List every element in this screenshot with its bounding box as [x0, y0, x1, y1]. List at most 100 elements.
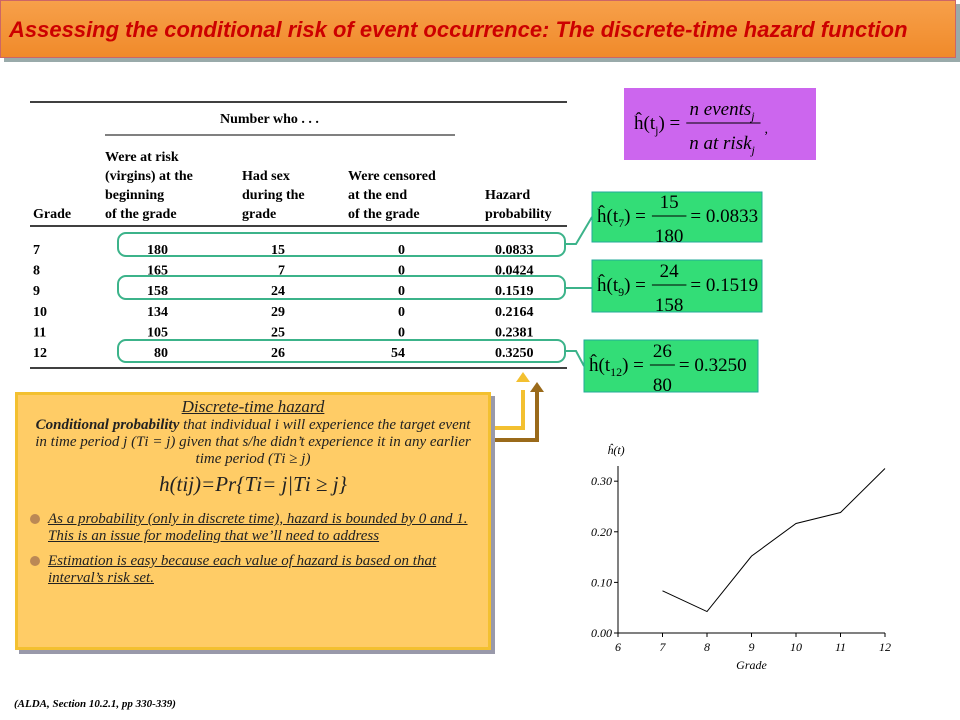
- arrow: [492, 390, 525, 430]
- column-header: Had sex: [242, 169, 290, 184]
- formula: ĥ(t 12) = 26 80 = 0.3250: [589, 341, 747, 396]
- table-cell: 80: [154, 346, 168, 361]
- definition-box: Discrete-time hazard Conditional probabi…: [15, 392, 491, 650]
- formula-lhs: ĥ(t: [597, 274, 619, 296]
- bullet: Estimation is easy because each value of…: [30, 553, 474, 587]
- numerator: 15: [660, 192, 679, 213]
- formula-close: ) =: [658, 113, 680, 134]
- formula-tail: ,: [765, 122, 769, 137]
- citation: (ALDA, Section 10.2.1, pp 330-339): [14, 698, 176, 710]
- x-axis-label: Grade: [736, 658, 767, 672]
- column-header: of the grade: [348, 207, 420, 222]
- numerator: 26: [653, 341, 672, 362]
- table-cell: 8: [33, 264, 40, 279]
- formula-close: ) =: [624, 275, 646, 296]
- numerator: n events: [690, 99, 752, 120]
- arrow: [492, 392, 539, 442]
- numerator: 24: [660, 261, 680, 282]
- table-cell: 11: [33, 325, 46, 340]
- x-tick-label: 6: [615, 640, 621, 654]
- table-cell: 12: [33, 346, 47, 361]
- bullet: As a probability (only in discrete time)…: [30, 511, 474, 545]
- formula-sub: 9: [618, 285, 624, 299]
- formula-lhs: ĥ(t: [597, 205, 619, 227]
- formula-result: = 0.1519: [690, 275, 758, 296]
- equation: h(tij)=Pr{Τi= j|Τi ≥ j}: [159, 472, 347, 496]
- x-tick-label: 8: [704, 640, 710, 654]
- table-cell: 10: [33, 305, 47, 320]
- table-cell: 7: [33, 243, 40, 258]
- formula-result: = 0.0833: [690, 206, 758, 227]
- table-cell: 29: [271, 305, 285, 320]
- table-cell: 0.1519: [495, 284, 534, 299]
- table-cell: 9: [33, 284, 40, 299]
- column-header: Were at risk: [105, 150, 179, 165]
- formula-lhs: ĥ(t: [589, 354, 611, 376]
- table-cell: 0.0833: [495, 243, 534, 258]
- column-header: of the grade: [105, 207, 177, 222]
- denominator: n at risk: [689, 133, 752, 154]
- formula-result: = 0.3250: [679, 355, 747, 376]
- column-header: Were censored: [348, 169, 436, 184]
- column-header: (virgins) at the: [105, 169, 193, 184]
- denominator: 80: [653, 375, 672, 396]
- table-cell: 165: [147, 264, 168, 279]
- table-cell: 24: [271, 284, 285, 299]
- table-cell: 0: [398, 284, 405, 299]
- arrow-head: [516, 372, 530, 382]
- table-cell: 25: [271, 325, 285, 340]
- formula-close: ) =: [622, 355, 644, 376]
- denominator-sub: j: [750, 143, 756, 157]
- formula-sub: 12: [610, 365, 622, 379]
- table-cell: 0: [398, 325, 405, 340]
- hazard-line: [662, 468, 886, 613]
- table-cell: 0: [398, 243, 405, 258]
- definition: Conditional probability that individual …: [22, 417, 484, 468]
- formula: ĥ(t 7) = 15 180 = 0.0833: [597, 192, 758, 247]
- bullet-text: Estimation is easy because each value of…: [48, 553, 437, 586]
- bullet-text: As a probability (only in discrete time)…: [48, 511, 468, 544]
- formula-sub: 7: [618, 216, 624, 230]
- formula-box: [624, 88, 816, 160]
- column-header: probability: [485, 207, 552, 222]
- x-tick-label: 12: [879, 640, 891, 654]
- y-tick-label: 0.00: [591, 626, 612, 640]
- group-header: Number who . . .: [220, 112, 319, 127]
- x-tick-label: 9: [749, 640, 755, 654]
- highlights: [117, 216, 593, 367]
- formula-close: ) =: [624, 206, 646, 227]
- formula-boxes: [583, 191, 763, 393]
- column-header: at the end: [348, 188, 407, 203]
- table-cell: 0.2164: [495, 305, 534, 320]
- x-tick-label: 7: [660, 640, 667, 654]
- table-cell: 0: [398, 264, 405, 279]
- table-cell: 15: [271, 243, 285, 258]
- column-header: Grade: [33, 207, 71, 222]
- y-tick-label: 0.20: [591, 525, 612, 539]
- title-bar: Assessing the conditional risk of event …: [0, 0, 956, 58]
- table-cell: 0.0424: [495, 264, 534, 279]
- bold-term: Conditional probability: [35, 417, 180, 433]
- rules: [30, 101, 567, 369]
- x-tick-label: 10: [790, 640, 802, 654]
- heading: Discrete-time hazard: [181, 397, 325, 416]
- denominator: 180: [655, 226, 684, 247]
- table-cell: 0.2381: [495, 325, 534, 340]
- column-header: during the: [242, 188, 305, 203]
- definition-text: that individual i will experience the ta…: [35, 417, 471, 467]
- table-cell: 54: [391, 346, 405, 361]
- table-cell: 26: [271, 346, 285, 361]
- table-cell: 158: [147, 284, 168, 299]
- y-axis-label: ĥ(t): [607, 443, 624, 457]
- table-cell: 180: [147, 243, 168, 258]
- denominator: 158: [655, 295, 684, 316]
- x-tick-label: 11: [835, 640, 846, 654]
- formula-sub: j: [654, 123, 658, 137]
- table-cell: 134: [147, 305, 168, 320]
- formula: ĥ(t 9) = 24 158 = 0.1519: [597, 261, 758, 316]
- title: Assessing the conditional risk of event …: [9, 17, 908, 42]
- table-cell: 7: [278, 264, 285, 279]
